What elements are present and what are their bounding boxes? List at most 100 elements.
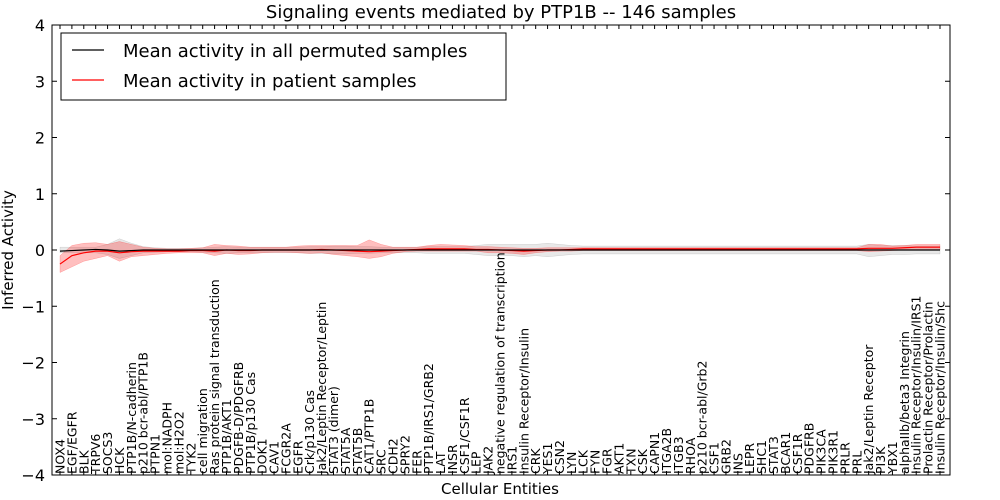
category-label: Insulin Receptor/Insulin/IRS1 xyxy=(909,296,924,474)
category-label: Prolactin Receptor/Prolactin xyxy=(921,302,936,474)
category-label: ITGB3 xyxy=(671,436,686,474)
category-label: EGFR xyxy=(290,440,305,474)
category-label: LEP xyxy=(469,451,484,474)
category-label: STAT3 (dimer) xyxy=(326,386,341,474)
category-label: Crk/p130 Cas xyxy=(302,390,317,474)
category-label: STAT5A xyxy=(338,427,353,474)
y-axis-label: Inferred Activity xyxy=(0,190,17,310)
category-label: HCK xyxy=(112,447,127,474)
category-label: Insulin Receptor/Insulin/Shc xyxy=(933,301,948,474)
plot-area: −4 −3 −2 −1 0 1 2 3 4 NOX4EGF/EGFRBLKTRPV6SOCS3H… xyxy=(21,16,951,485)
y-tick-label: −3 xyxy=(21,410,45,429)
category-label: PTP1B/IRS1/GRB2 xyxy=(421,363,436,474)
lines-layer xyxy=(59,246,940,265)
category-label: cell migration xyxy=(195,388,210,474)
category-label: SHC1 xyxy=(754,440,769,474)
category-label: PDGFRB xyxy=(802,423,817,474)
category-label: CSN2 xyxy=(552,440,567,474)
category-label: FGR xyxy=(600,448,615,474)
category-label: PIK3R1 xyxy=(825,430,840,474)
category-label: FCGR2A xyxy=(278,423,293,474)
category-label: p210 bcr-abl/PTP1B xyxy=(136,352,151,474)
legend-label-patient: Mean activity in patient samples xyxy=(123,71,417,92)
category-label: GRB2 xyxy=(718,439,733,474)
legend: Mean activity in all permuted samples Me… xyxy=(60,32,507,101)
category-label: PTP1B/N-cadherin xyxy=(124,362,139,474)
category-label: NOX4 xyxy=(53,439,68,474)
category-label: RHOA xyxy=(683,437,698,474)
category-label: Jak2/Leptin Receptor xyxy=(861,344,876,475)
category-label: IRS1 xyxy=(504,446,519,474)
category-label: CSF1/CSF1R xyxy=(457,397,472,474)
category-label: alphaIIb/beta3 Integrin xyxy=(897,331,912,474)
category-label: SPRY2 xyxy=(397,435,412,474)
y-tick-label: 3 xyxy=(35,72,45,91)
category-label: SOCS3 xyxy=(100,432,115,474)
legend-box xyxy=(60,32,507,101)
category-label: Ras protein signal transduction xyxy=(207,279,222,474)
y-tick-label: −1 xyxy=(21,297,45,316)
y-tick-label: 1 xyxy=(35,185,45,204)
category-labels: NOX4EGF/EGFRBLKTRPV6SOCS3HCKPTP1B/N-cadh… xyxy=(53,252,948,475)
category-label: LAT xyxy=(433,451,448,474)
category-label: CSF1 xyxy=(707,442,722,474)
category-label: PTPN1 xyxy=(148,434,163,474)
y-tick-label: −2 xyxy=(21,354,45,373)
category-label: STAT3 xyxy=(766,436,781,474)
category-label: p210 bcr-abl/Grb2 xyxy=(695,361,710,474)
category-label: CRK xyxy=(528,448,543,474)
category-label: STAT5B xyxy=(350,428,365,474)
category-label: JAK2 xyxy=(481,446,496,475)
category-label: BCAR1 xyxy=(778,432,793,474)
y-tick-label: 0 xyxy=(35,241,45,260)
category-label: FER xyxy=(409,450,424,474)
category-label: LCK xyxy=(576,449,591,474)
category-label: PRL xyxy=(849,451,864,474)
category-label: DOK1 xyxy=(255,438,270,474)
category-label: PRLR xyxy=(837,442,852,474)
x-ticks xyxy=(59,25,941,475)
category-label: TRPV6 xyxy=(88,434,103,475)
category-label: PTP1B/AKT1 xyxy=(219,399,234,474)
category-label: Jak2/Leptin Receptor/Leptin xyxy=(314,302,329,475)
category-label: SRC xyxy=(374,449,389,474)
category-label: PI3K xyxy=(873,446,888,474)
category-label: ITGA2B xyxy=(659,428,674,474)
category-label: LYN xyxy=(564,452,579,474)
y-ticks: −4 −3 −2 −1 0 1 2 3 4 xyxy=(21,16,950,485)
category-label: PIK3CA xyxy=(814,429,829,474)
category-label: mol:NADPH xyxy=(160,402,175,474)
category-label: INSR xyxy=(445,444,460,474)
category-label: Insulin Receptor/Insulin xyxy=(516,328,531,474)
category-label: AKT1 xyxy=(611,443,626,474)
category-label: CAT1/PTP1B xyxy=(362,399,377,474)
category-label: INS xyxy=(730,453,745,474)
category-label: YES1 xyxy=(540,443,555,475)
x-axis-label: Cellular Entities xyxy=(441,480,559,498)
chart-title: Signaling events mediated by PTP1B -- 14… xyxy=(266,2,736,23)
category-label: PDGFB-D/PDGFRB xyxy=(231,362,246,474)
category-label: BLK xyxy=(76,449,91,474)
category-label: EGF/EGFR xyxy=(64,411,79,474)
category-label: CSF1R xyxy=(790,433,805,474)
category-label: TXN xyxy=(623,448,638,475)
category-label: FYN xyxy=(588,450,603,474)
category-label: mol:H2O2 xyxy=(171,411,186,474)
band-permuted xyxy=(59,238,941,259)
category-label: PTP1B/p130 Cas xyxy=(243,372,258,474)
category-label: TYK2 xyxy=(183,443,198,475)
y-tick-label: 2 xyxy=(35,129,45,148)
y-tick-label: 4 xyxy=(35,16,45,35)
y-tick-label: −4 xyxy=(21,466,45,485)
line-permuted xyxy=(59,248,940,252)
legend-label-permuted: Mean activity in all permuted samples xyxy=(123,41,467,62)
category-label: CAPN1 xyxy=(647,432,662,474)
category-label: CDH2 xyxy=(385,438,400,474)
category-label: negative regulation of transcription xyxy=(493,252,508,474)
category-label: YBX1 xyxy=(885,441,900,475)
bands-layer xyxy=(59,238,941,273)
category-label: LEPR xyxy=(742,443,757,474)
category-label: CAV1 xyxy=(267,441,282,474)
category-label: CSK xyxy=(635,448,650,474)
